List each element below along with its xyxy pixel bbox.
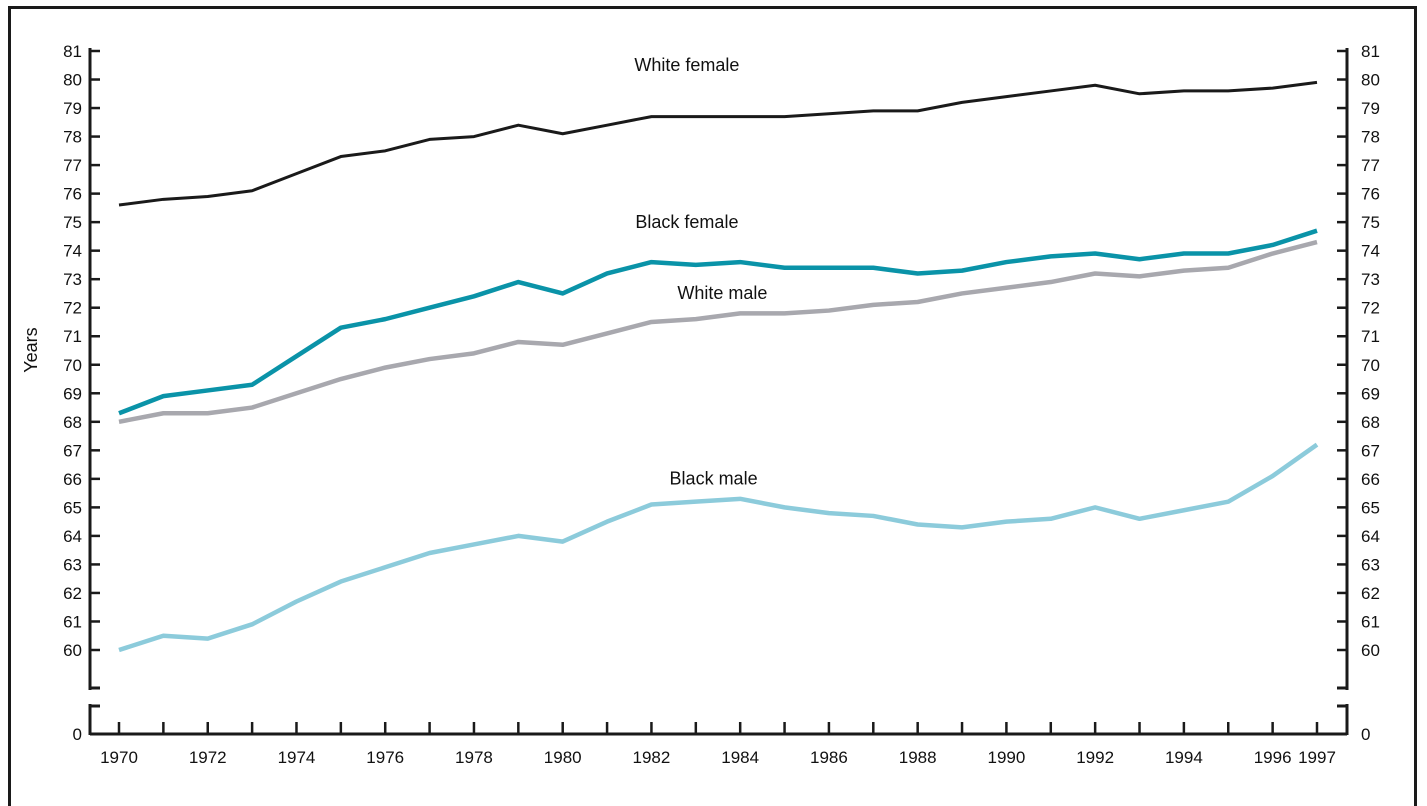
series-line-black-female: [118, 228, 1318, 416]
x-tick-label: 1972: [189, 748, 227, 767]
series-line-white-female: [118, 80, 1318, 207]
y-tick-label-right: 61: [1361, 612, 1380, 631]
y-tick-label-left: 63: [63, 555, 82, 574]
y-tick-label-right: 66: [1361, 470, 1380, 489]
series-labels: White female Black female White male Black …: [634, 55, 767, 489]
series-label-black-female: Black female: [635, 212, 738, 232]
y-tick-label-left: 74: [63, 242, 82, 261]
x-tick-label: 1980: [544, 748, 582, 767]
x-tick-label: 1997: [1298, 748, 1336, 767]
y-tick-label-right: 70: [1361, 356, 1380, 375]
y-tick-label-right: 79: [1361, 99, 1380, 118]
y-tick-label-right: 67: [1361, 441, 1380, 460]
y-tick-label-left: 78: [63, 128, 82, 147]
y-tick-label-right: 68: [1361, 413, 1380, 432]
y-tick-label-left: 71: [63, 327, 82, 346]
y-tick-label-right: 69: [1361, 384, 1380, 403]
y-tick-label-right: 77: [1361, 156, 1380, 175]
x-tick-label: 1978: [455, 748, 493, 767]
series-lines: [118, 80, 1319, 653]
y-tick-label-right: 76: [1361, 185, 1380, 204]
y-zero-label-right: 0: [1361, 725, 1370, 744]
y-tick-label-right: 75: [1361, 213, 1380, 232]
x-tick-label: 1988: [899, 748, 937, 767]
y-tick-label-right: 71: [1361, 327, 1380, 346]
y-tick-label-left: 80: [63, 71, 82, 90]
y-tick-label-left: 77: [63, 156, 82, 175]
y-zero-label-left: 0: [73, 725, 82, 744]
y-tick-label-left: 60: [63, 641, 82, 660]
y-tick-label-left: 81: [63, 42, 82, 61]
y-tick-label-right: 78: [1361, 128, 1380, 147]
y-tick-label-left: 69: [63, 384, 82, 403]
x-tick-label: 1970: [100, 748, 138, 767]
x-tick-label: 1984: [721, 748, 759, 767]
y-tick-label-left: 61: [63, 612, 82, 631]
y-tick-label-right: 74: [1361, 242, 1380, 261]
series-line-white-male: [118, 239, 1318, 425]
y-axis-label: Years: [21, 327, 41, 372]
y-tick-label-left: 62: [63, 584, 82, 603]
y-tick-label-left: 76: [63, 185, 82, 204]
series-label-white-female: White female: [634, 55, 739, 75]
x-tick-label: 1986: [810, 748, 848, 767]
y-tick-label-left: 79: [63, 99, 82, 118]
x-tick-label: 1994: [1165, 748, 1203, 767]
y-tick-label-right: 60: [1361, 641, 1380, 660]
axes: 60 60 61 61 62 62 63 63 64 64 65 65 66 66 67 67 68 68 69 69…: [63, 42, 1380, 767]
y-tick-label-left: 67: [63, 441, 82, 460]
y-tick-label-left: 70: [63, 356, 82, 375]
y-tick-label-left: 73: [63, 270, 82, 289]
y-tick-label-left: 72: [63, 299, 82, 318]
y-tick-label-right: 62: [1361, 584, 1380, 603]
y-tick-label-right: 80: [1361, 71, 1380, 90]
y-tick-label-right: 65: [1361, 498, 1380, 517]
x-tick-label: 1990: [987, 748, 1025, 767]
y-tick-label-right: 81: [1361, 42, 1380, 61]
y-tick-label-left: 68: [63, 413, 82, 432]
x-tick-label: 1982: [633, 748, 671, 767]
x-tick-label: 1974: [278, 748, 316, 767]
x-tick-label: 1992: [1076, 748, 1114, 767]
y-tick-label-right: 73: [1361, 270, 1380, 289]
y-tick-label-left: 64: [63, 527, 82, 546]
series-label-white-male: White male: [677, 283, 767, 303]
y-tick-label-left: 75: [63, 213, 82, 232]
chart-frame: [8, 6, 1417, 806]
y-tick-label-left: 65: [63, 498, 82, 517]
y-tick-label-right: 63: [1361, 555, 1380, 574]
series-label-black-male: Black male: [670, 469, 758, 489]
series-line-black-male: [118, 442, 1319, 653]
y-tick-label-right: 64: [1361, 527, 1380, 546]
y-tick-label-right: 72: [1361, 299, 1380, 318]
x-tick-label: 1996: [1254, 748, 1292, 767]
y-tick-label-left: 66: [63, 470, 82, 489]
x-tick-label: 1976: [366, 748, 404, 767]
